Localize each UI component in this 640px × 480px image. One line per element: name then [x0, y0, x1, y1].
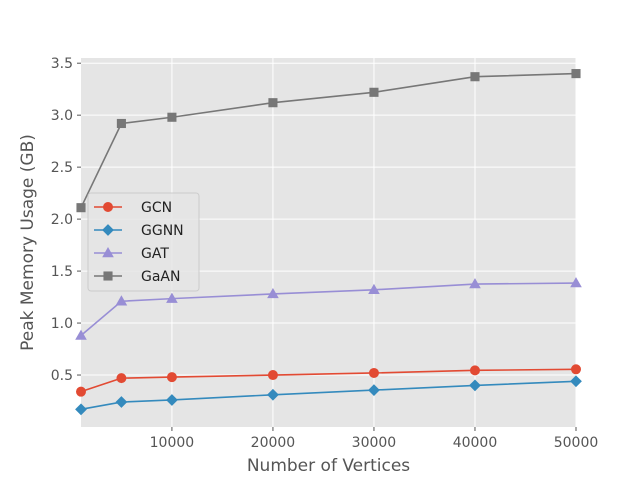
data-point-gat [166, 292, 178, 303]
data-point-ggnn [267, 388, 279, 401]
data-point-gat [115, 295, 128, 306]
legend-item-gcn: GCN [94, 200, 172, 216]
legend-label: GaAN [141, 269, 180, 285]
data-point-gaan [167, 112, 177, 122]
data-point-ggnn [570, 375, 582, 388]
y-tick-label: 2.0 [51, 212, 73, 228]
data-point-gcn [571, 364, 581, 375]
data-point-gaan [571, 69, 581, 79]
series-markers-gat [75, 277, 582, 340]
y-axis-label: Peak Memory Usage (GB) [18, 134, 38, 351]
x-tick-label: 10000 [150, 435, 195, 451]
data-point-gat [469, 278, 481, 289]
data-point-ggnn [75, 403, 87, 416]
data-point-gaan [268, 98, 278, 108]
data-point-gcn [368, 367, 379, 378]
data-point-gcn [76, 386, 86, 397]
y-tick-label: 3.5 [51, 56, 73, 72]
data-point-gcn [267, 370, 278, 381]
y-tick-label: 3.0 [51, 108, 73, 124]
data-point-ggnn [469, 379, 481, 392]
series-markers-gaan [76, 69, 581, 213]
data-point-gcn [166, 372, 177, 383]
x-axis: 10000 20000 30000 40000 50000 [150, 427, 599, 451]
data-point-gat [570, 277, 582, 288]
y-tick-label: 1.0 [51, 316, 73, 332]
data-point-ggnn [166, 394, 178, 406]
y-tick-label: 0.5 [51, 368, 73, 384]
x-tick-label: 40000 [453, 435, 498, 451]
data-point-ggnn [368, 384, 380, 396]
x-tick-label: 50000 [554, 435, 599, 451]
legend: GCN GGNN GAT GaAN [87, 192, 200, 292]
legend-item-gat: GAT [94, 246, 169, 262]
legend-box [87, 192, 200, 292]
legend-marker [102, 247, 114, 258]
y-axis: 0.5 1.0 1.5 2.0 2.5 3.0 3.5 [51, 56, 81, 384]
series-markers [75, 69, 582, 416]
x-tick-label: 20000 [251, 435, 296, 451]
legend-item-gaan: GaAN [94, 269, 180, 285]
y-tick-label: 2.5 [51, 160, 73, 176]
data-point-gcn [116, 373, 127, 384]
series-markers-ggnn [75, 375, 582, 416]
data-point-ggnn [115, 396, 128, 408]
data-point-gaan [369, 87, 379, 97]
data-point-gaan [76, 203, 86, 213]
legend-label: GGNN [141, 223, 184, 239]
x-tick-label: 30000 [352, 435, 397, 451]
legend-item-ggnn: GGNN [94, 223, 184, 239]
legend-marker [103, 202, 113, 212]
legend-label: GCN [141, 200, 172, 216]
series-markers-gcn [76, 364, 581, 397]
legend-marker [102, 224, 114, 236]
data-point-gaan [470, 72, 480, 82]
y-tick-label: 1.5 [51, 264, 73, 280]
legend-label: GAT [141, 246, 169, 262]
data-point-gat [267, 287, 279, 299]
data-point-gat [368, 283, 380, 295]
data-point-gaan [116, 118, 126, 129]
data-point-gcn [469, 365, 480, 376]
x-axis-label: Number of Vertices [247, 456, 410, 476]
legend-marker [103, 271, 113, 281]
data-point-gat [75, 329, 87, 340]
